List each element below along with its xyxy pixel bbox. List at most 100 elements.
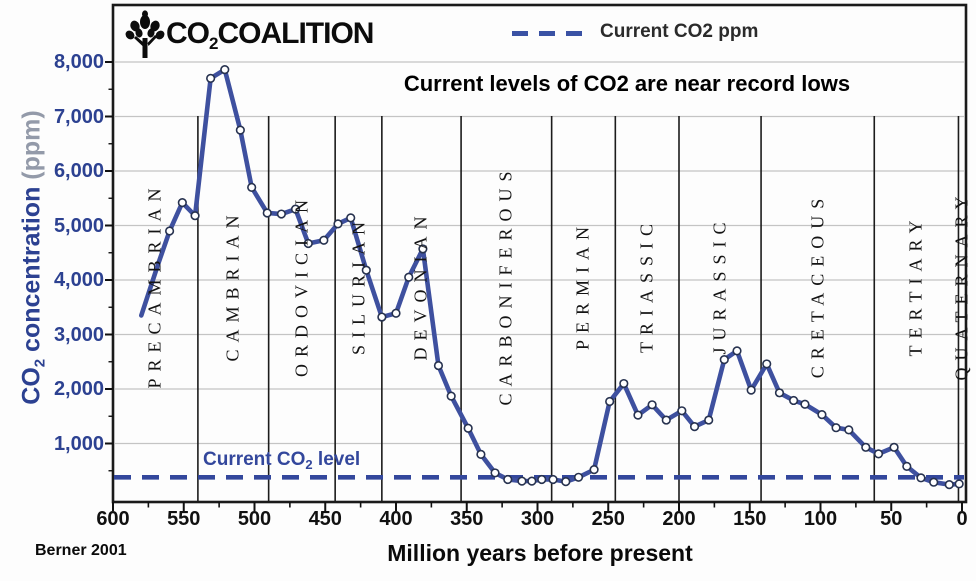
y-tick-label: 4,000 [53, 269, 104, 291]
data-point-marker [290, 204, 301, 214]
x-tick-label: 50 [880, 508, 903, 530]
data-point-marker [817, 410, 827, 420]
period-label-ordovician: ORDOVICIAN [291, 193, 312, 377]
data-point-marker [916, 473, 926, 483]
data-point-marker [774, 388, 785, 398]
y-tick-label: 2,000 [53, 378, 104, 400]
data-point-marker [677, 406, 687, 416]
period-label-quaternary: QUATERNARY [951, 189, 972, 381]
y-axis-title: CO2 concentration (ppm) [17, 110, 49, 405]
data-point-marker [361, 265, 371, 275]
data-point-marker [732, 346, 742, 356]
data-point-marker [944, 480, 954, 490]
data-point-marker [719, 354, 729, 365]
y-tick-label: 3,000 [53, 323, 104, 346]
data-point-marker [220, 65, 230, 75]
period-label-precambrian: PRECAMBRIAN [144, 181, 165, 389]
data-point-marker [873, 449, 884, 459]
source-attribution: Berner 2001 [35, 542, 127, 559]
data-point-marker [789, 395, 799, 406]
plot-frame [111, 3, 968, 504]
data-point-marker [561, 477, 571, 487]
data-point-marker [235, 125, 245, 135]
data-point-marker [861, 442, 871, 452]
data-point-marker [206, 73, 216, 83]
period-label-cambrian: CAMBRIAN [222, 208, 243, 362]
period-label-tertiary: TERTIARY [905, 213, 926, 357]
x-tick-label: 350 [450, 508, 484, 530]
data-point-marker [746, 385, 756, 395]
data-point-marker [346, 213, 356, 223]
legend-label: Current CO2 ppm [600, 21, 759, 42]
data-point-marker [247, 182, 257, 192]
period-label-devonian: DEVONIAN [410, 209, 431, 361]
period-label-jurassic: JURASSIC [709, 215, 730, 355]
data-point-marker [404, 272, 414, 282]
x-tick-label: 200 [662, 508, 696, 530]
period-label-silurian: SILURIAN [348, 215, 368, 355]
data-point-marker [276, 209, 286, 219]
x-axis-title: Million years before present [387, 540, 693, 566]
y-tick-label: 8,000 [53, 51, 104, 73]
x-tick-label: 550 [167, 508, 201, 530]
current-co2-level-annotation: Current CO2 level [203, 449, 361, 472]
x-tick-label: 450 [308, 508, 342, 530]
data-point-marker [954, 479, 964, 489]
y-tick-label: 7,000 [53, 105, 104, 128]
y-tick-label: 6,000 [53, 160, 104, 182]
period-label-cretaceous: CRETACEOUS [807, 191, 828, 379]
legend-dashed-line-sample [512, 31, 586, 36]
period-label-triassic: TRIASSIC [636, 216, 657, 354]
data-point-marker [433, 360, 444, 371]
data-point-marker [319, 235, 329, 245]
data-point-marker [517, 476, 527, 486]
period-label-carboniferous: CARBONIFEROUS [495, 164, 516, 406]
data-point-marker [647, 400, 657, 410]
co2-coalition-logo: CO2COALITION [124, 10, 374, 60]
y-tick-label: 5,000 [53, 214, 104, 237]
period-label-permian: PERMIAN [572, 219, 593, 351]
tree-icon [125, 10, 165, 58]
data-point-marker [527, 476, 537, 486]
data-point-marker [391, 308, 401, 318]
data-point-marker [661, 415, 671, 425]
x-tick-label: 600 [96, 508, 130, 530]
y-tick-label: 1,000 [53, 432, 104, 455]
data-point-marker [262, 208, 272, 218]
data-point-marker [573, 472, 584, 482]
data-point-marker [831, 423, 841, 433]
data-point-marker [633, 410, 643, 420]
data-point-marker [902, 461, 912, 471]
x-tick-label: 250 [591, 508, 625, 530]
data-point-marker [503, 474, 513, 485]
data-point-marker [704, 415, 714, 425]
logo-wordmark: CO2COALITION [166, 16, 374, 53]
data-point-marker [619, 378, 629, 389]
data-point-marker [589, 465, 599, 475]
data-point-marker [605, 396, 615, 407]
data-point-marker [190, 211, 200, 221]
data-point-marker [303, 238, 313, 249]
data-point-marker [333, 219, 343, 229]
x-tick-label: 300 [520, 508, 555, 530]
data-point-marker [929, 477, 939, 487]
data-point-marker [165, 226, 175, 236]
x-tick-label: 500 [237, 508, 272, 530]
data-point-marker [418, 244, 428, 254]
data-point-marker [762, 359, 772, 369]
data-point-marker [537, 474, 547, 485]
data-point-marker [476, 449, 486, 460]
data-point-marker [377, 312, 387, 322]
x-tick-label: 400 [379, 508, 413, 530]
co2-curve [139, 67, 962, 487]
x-tick-label: 150 [733, 508, 767, 530]
data-point-marker [889, 442, 899, 452]
x-tick-label: 0 [956, 508, 968, 530]
data-point-marker [800, 399, 810, 409]
data-point-marker [844, 425, 854, 435]
data-point-marker [548, 474, 558, 485]
data-point-marker [689, 422, 700, 432]
data-point-marker [177, 198, 187, 208]
x-tick-label: 100 [803, 508, 838, 530]
